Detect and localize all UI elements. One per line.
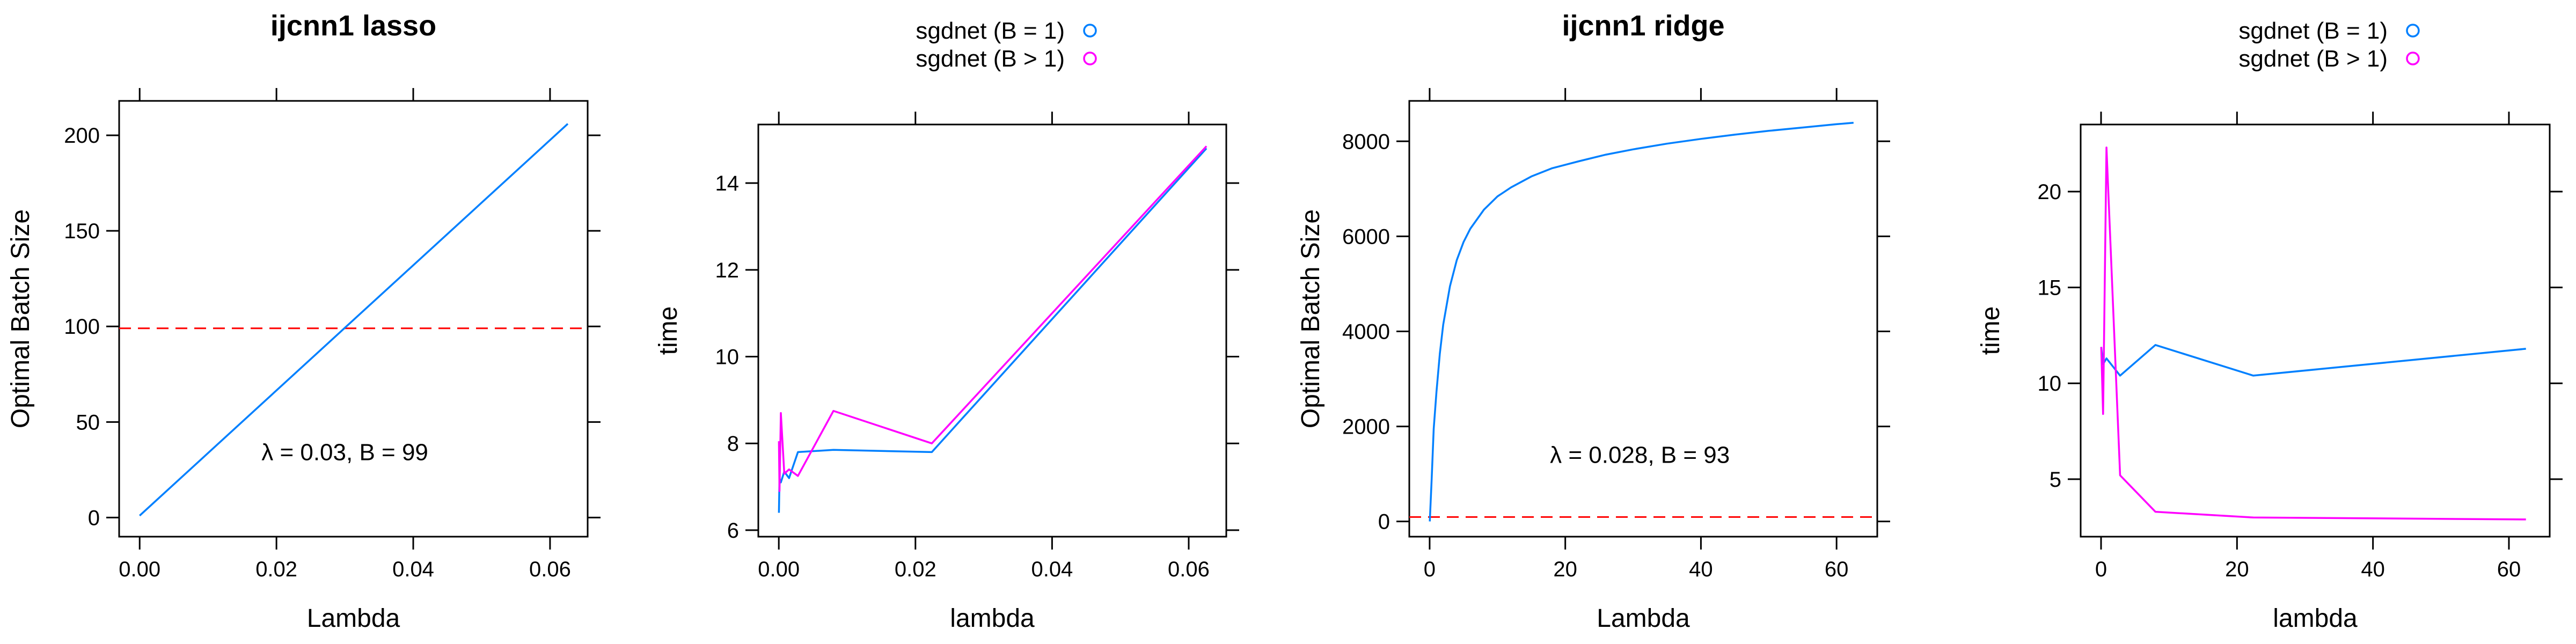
y-tick-label: 10 [715,346,740,369]
x-tick-label: 20 [1553,558,1577,581]
y-tick-label: 12 [715,259,740,282]
x-tick-label: 0.04 [1031,558,1073,581]
y-axis-label: Optimal Batch Size [1297,209,1325,428]
panel-2: 0.00 0.02 0.04 0.06 6 8 10 12 14 lambda time sgdnet… [654,18,1239,633]
y-tick-label: 8 [727,432,739,456]
x-tick-label: 0.06 [1168,558,1210,581]
y-tick-label: 20 [2038,180,2062,204]
legend-marker-icon [2406,52,2420,65]
legend-label: sgdnet (B > 1) [2238,46,2388,72]
y-tick-label: 200 [64,124,100,148]
annotation-label: λ = 0.03, B = 99 [261,440,428,466]
y-tick-label: 10 [2038,372,2062,396]
legend-label: sgdnet (B > 1) [916,46,1065,72]
y-tick-label: 150 [64,219,100,243]
y-axis-label: time [654,306,683,355]
plot-frame [1408,100,1878,538]
x-tick-label: 60 [2497,558,2521,581]
x-tick-label: 0.02 [255,558,297,581]
annotation-label: λ = 0.028, B = 93 [1550,442,1730,469]
x-tick-label: 0.02 [895,558,936,581]
series-line-1 [2100,344,2526,377]
y-tick-label: 50 [76,411,100,434]
series-line-1 [139,123,569,517]
y-tick-label: 4000 [1342,320,1390,343]
legend-marker-icon [1083,52,1097,65]
y-tick-label: 14 [715,172,740,195]
x-tick-label: 0.00 [119,558,160,581]
legend-label: sgdnet (B = 1) [2238,18,2388,44]
y-tick-label: 8000 [1342,130,1390,153]
y-tick-label: 6 [727,519,739,543]
y-tick-label: 6000 [1342,225,1390,248]
legend: sgdnet (B = 1)sgdnet (B > 1) [916,18,1097,72]
series-line-2 [2100,147,2526,521]
x-tick-label: 0.06 [529,558,571,581]
series-line-1 [1429,121,1854,522]
x-tick-label: 0.04 [392,558,434,581]
plot-frame [757,123,1227,538]
x-tick-label: 40 [2361,558,2385,581]
y-tick-label: 0 [1378,510,1390,534]
plot-frame [118,100,589,538]
legend: sgdnet (B = 1)sgdnet (B > 1) [2238,18,2420,72]
legend-marker-icon [1083,24,1097,38]
x-axis-label: lambda [2273,604,2358,633]
x-axis-label: lambda [950,604,1035,633]
legend-marker-icon [2406,24,2420,38]
chart-title: ijcnn1 ridge [1562,10,1724,42]
plot-frame [2080,123,2551,538]
series-line-2 [778,145,1208,492]
y-tick-label: 100 [64,315,100,339]
panel-4: 0 20 40 60 5 10 15 20 lambda time sgdnet (B = 1)sg… [1977,18,2563,633]
x-axis-label: Lambda [307,604,400,633]
x-tick-label: 0.00 [758,558,800,581]
x-tick-label: 20 [2225,558,2249,581]
y-axis-label: Optimal Batch Size [6,209,35,428]
y-tick-label: 2000 [1342,415,1390,439]
y-tick-label: 5 [2050,468,2061,492]
y-tick-label: 15 [2038,276,2062,300]
legend-label: sgdnet (B = 1) [916,18,1065,44]
chart-title: ijcnn1 lasso [270,10,436,42]
x-tick-label: 40 [1689,558,1713,581]
series-line-1 [778,148,1208,513]
y-tick-label: 0 [88,506,100,530]
x-tick-label: 0 [1424,558,1436,581]
panel-3: 0 20 40 60 0 2000 4000 6000 8000 Lambda Optimal Ba… [1297,10,1890,633]
x-axis-label: Lambda [1597,604,1690,633]
y-axis-label: time [1977,306,2005,355]
x-tick-label: 60 [1825,558,1849,581]
x-tick-label: 0 [2095,558,2107,581]
panel-1: 0.00 0.02 0.04 0.06 0 50 100 150 200 Lambda Optima… [6,10,601,633]
